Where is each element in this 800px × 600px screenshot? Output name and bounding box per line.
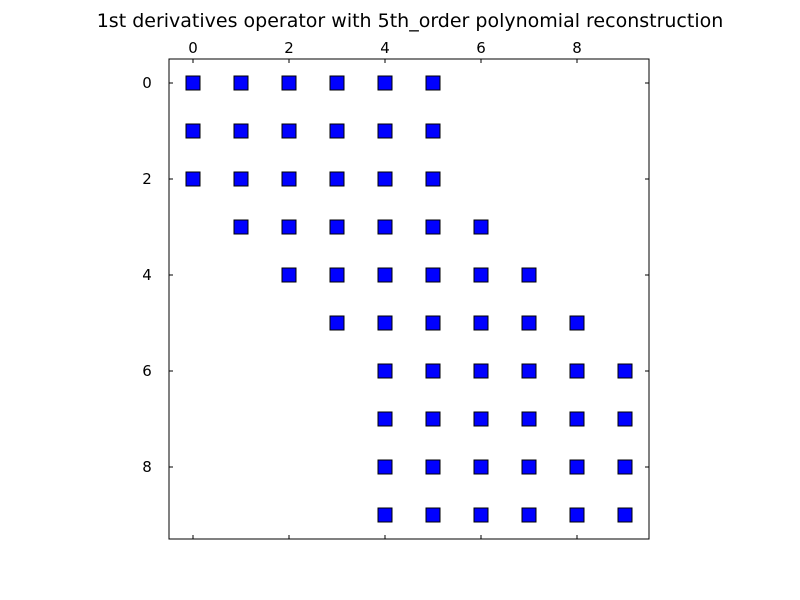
marker-r1-c0 (185, 123, 201, 139)
marker-r1-c2 (281, 123, 297, 139)
marker-r2-c3 (329, 171, 345, 187)
x-tick-label-6: 6 (476, 39, 486, 57)
marker-r2-c2 (281, 171, 297, 187)
marker-r6-c8 (569, 363, 585, 379)
marker-r3-c2 (281, 219, 297, 235)
marker-r3-c6 (473, 219, 489, 235)
y-tick-label-8: 8 (142, 458, 152, 476)
marker-r4-c6 (473, 267, 489, 283)
marker-r8-c8 (569, 459, 585, 475)
marker-r7-c8 (569, 411, 585, 427)
y-tick-label-0: 0 (142, 74, 152, 92)
marker-r1-c3 (329, 123, 345, 139)
marker-r2-c0 (185, 171, 201, 187)
axis-ticks: 0 2 4 6 8 0 2 4 6 8 (142, 39, 649, 539)
marker-r4-c4 (377, 267, 393, 283)
marker-r7-c6 (473, 411, 489, 427)
marker-r7-c5 (425, 411, 441, 427)
marker-r3-c3 (329, 219, 345, 235)
marker-r9-c5 (425, 507, 441, 523)
marker-r3-c5 (425, 219, 441, 235)
marker-r7-c4 (377, 411, 393, 427)
marker-r9-c7 (521, 507, 537, 523)
marker-r9-c9 (617, 507, 633, 523)
marker-r4-c5 (425, 267, 441, 283)
marker-r3-c1 (233, 219, 249, 235)
marker-r8-c6 (473, 459, 489, 475)
x-tick-label-8: 8 (572, 39, 582, 57)
marker-r4-c3 (329, 267, 345, 283)
marker-r0-c0 (185, 75, 201, 91)
marker-r4-c7 (521, 267, 537, 283)
marker-r9-c8 (569, 507, 585, 523)
marker-r6-c5 (425, 363, 441, 379)
marker-r9-c4 (377, 507, 393, 523)
marker-r8-c5 (425, 459, 441, 475)
marker-r8-c7 (521, 459, 537, 475)
marker-r7-c7 (521, 411, 537, 427)
marker-r1-c4 (377, 123, 393, 139)
marker-r8-c4 (377, 459, 393, 475)
marker-r5-c5 (425, 315, 441, 331)
marker-r4-c2 (281, 267, 297, 283)
matrix-markers (185, 75, 633, 523)
marker-r2-c5 (425, 171, 441, 187)
marker-r0-c1 (233, 75, 249, 91)
marker-r0-c5 (425, 75, 441, 91)
marker-r7-c9 (617, 411, 633, 427)
marker-r6-c4 (377, 363, 393, 379)
marker-r8-c9 (617, 459, 633, 475)
y-tick-label-4: 4 (142, 266, 152, 284)
chart-title: 1st derivatives operator with 5th_order … (96, 10, 724, 32)
x-tick-label-2: 2 (284, 39, 294, 57)
marker-r6-c6 (473, 363, 489, 379)
marker-r5-c8 (569, 315, 585, 331)
marker-r1-c5 (425, 123, 441, 139)
x-tick-label-0: 0 (188, 39, 198, 57)
marker-r5-c4 (377, 315, 393, 331)
marker-r3-c4 (377, 219, 393, 235)
marker-r9-c6 (473, 507, 489, 523)
marker-r5-c3 (329, 315, 345, 331)
marker-r0-c4 (377, 75, 393, 91)
marker-r0-c3 (329, 75, 345, 91)
y-tick-label-6: 6 (142, 362, 152, 380)
marker-r6-c9 (617, 363, 633, 379)
marker-r5-c6 (473, 315, 489, 331)
marker-r2-c4 (377, 171, 393, 187)
marker-r2-c1 (233, 171, 249, 187)
plot-frame (168, 58, 650, 540)
marker-r0-c2 (281, 75, 297, 91)
marker-r6-c7 (521, 363, 537, 379)
marker-r5-c7 (521, 315, 537, 331)
y-tick-label-2: 2 (142, 170, 152, 188)
marker-r1-c1 (233, 123, 249, 139)
x-tick-label-4: 4 (380, 39, 390, 57)
